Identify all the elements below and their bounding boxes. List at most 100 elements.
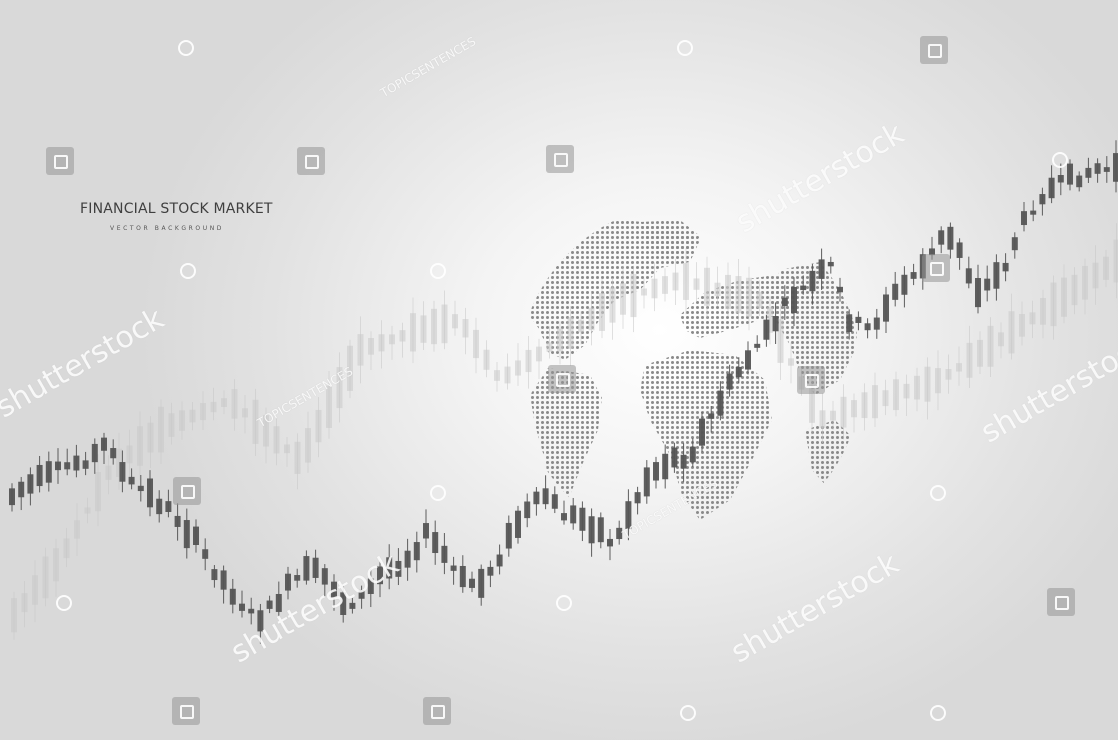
candle-body [524,501,531,519]
candle-body [32,575,38,605]
candle-body [1103,167,1110,172]
candle-body [459,565,466,588]
candle-body [82,460,89,469]
candle-body [137,426,143,466]
candle-body [294,441,301,474]
candle-body [179,410,185,431]
candle-body [987,325,994,367]
candle-body [561,513,567,521]
candle-body [231,389,238,419]
candle-body [1092,262,1099,289]
candle-body [275,593,282,612]
candle-body [294,575,301,581]
candle-body [735,366,742,378]
candle-body [546,342,553,352]
candle-body [473,329,479,359]
candle-body [567,317,574,349]
candle-body [410,313,416,352]
candle-body [542,488,549,505]
candle-body [680,454,687,469]
watermark-dot-icon [930,485,946,501]
candle-body [515,510,521,538]
candle-body [483,349,490,370]
candle-body [746,277,752,317]
candle-body [929,248,935,256]
candle-body [110,448,117,459]
candle-body [714,282,721,297]
candle-body [252,399,259,444]
candle-body [763,319,770,340]
candle-body [1039,194,1046,205]
candle-body [910,272,917,279]
candle-body [643,467,650,497]
candle-body [248,608,255,614]
candle-body [956,363,962,372]
continent-africa [640,350,772,520]
candle-body [183,520,190,549]
candle-body [993,262,1000,289]
watermark-dot-icon [180,263,196,279]
watermark-dot-icon [556,595,572,611]
candle-body [947,226,954,250]
candle-body [386,557,393,579]
candle-body [893,379,899,411]
watermark-dot-icon [1052,152,1068,168]
candle-body [872,385,878,419]
candle-body [745,350,751,370]
candle-body [1113,153,1118,182]
candle-body [116,448,122,477]
candle-body [357,334,364,366]
candle-body [855,316,862,323]
candle-body [965,268,972,284]
candle-body [892,283,899,300]
candle-body [105,465,112,480]
watermark-logo-icon [46,147,74,175]
candle-body [846,314,853,332]
candle-body [494,370,500,381]
candle-body [630,273,637,318]
candle-body [368,338,374,355]
candle-body [347,345,353,391]
candle-body [772,316,779,332]
candle-body [975,278,981,308]
candle-body [505,522,512,549]
candle-body [901,274,908,295]
candle-body [620,283,626,315]
candle-body [266,600,273,609]
candle-body [285,573,291,591]
candle-body [1085,167,1092,178]
candle-body [726,373,733,390]
candle-body [578,319,584,333]
candle-body [193,526,199,545]
candle-body [903,383,910,399]
candle-body [1048,177,1055,199]
candle-body [147,478,153,508]
watermark-logo-icon [1047,588,1075,616]
candle-body [147,422,154,453]
candle-body [55,461,61,471]
candle-body [36,464,43,487]
candle-body [800,285,807,291]
candle-body [1103,256,1109,280]
candle-body [284,444,290,454]
candle-body [469,578,475,588]
candle-body [1002,262,1009,272]
candle-body [74,520,80,539]
candle-body [977,339,983,367]
candle-body [588,516,595,544]
candle-body [331,581,337,598]
candle-body [882,390,889,407]
candle-body [441,304,448,344]
candle-body [1021,211,1027,226]
candle-body [119,462,126,482]
candle-body [18,481,25,498]
candle-body [273,426,280,454]
watermark-logo-icon [423,697,451,725]
candle-body [404,550,411,568]
candle-body [45,461,52,483]
candle-body [781,297,788,307]
candle-body [672,272,679,291]
candle-body [450,565,457,571]
candle-body [1061,277,1067,317]
candle-body [1050,282,1057,327]
